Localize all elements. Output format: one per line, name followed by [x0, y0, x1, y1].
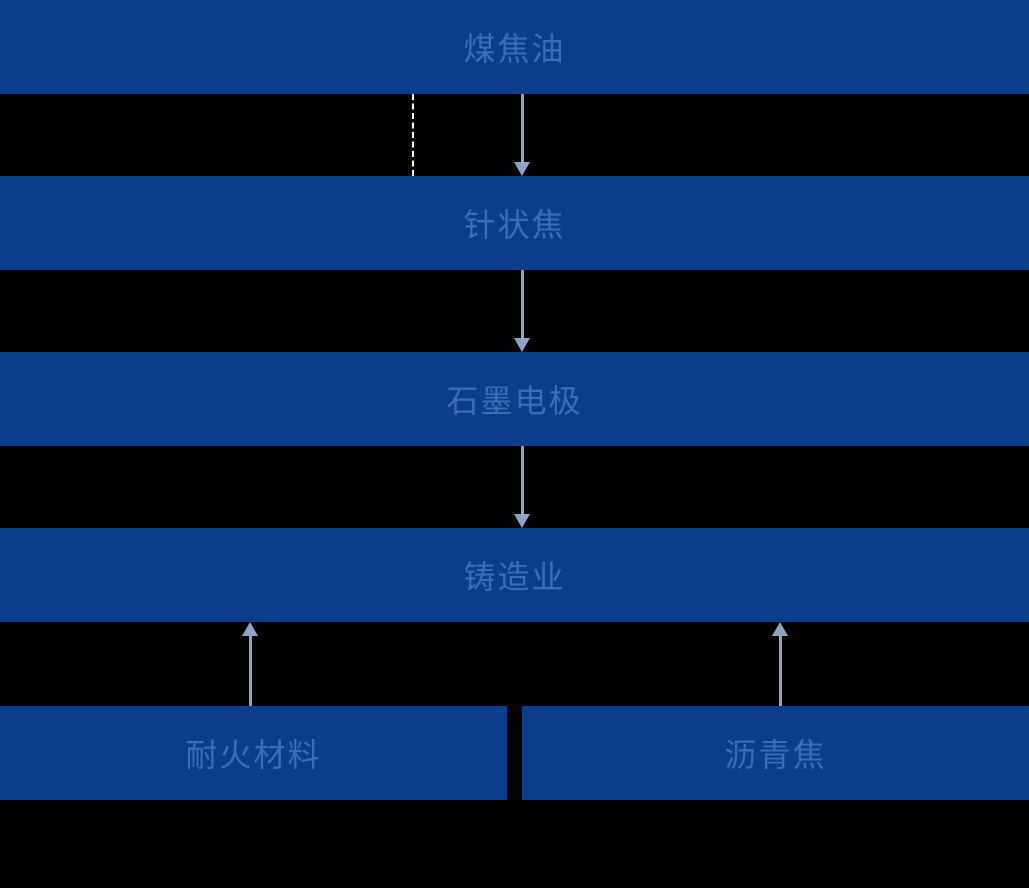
bottom-divider [507, 800, 522, 888]
arrow-down-2 [519, 270, 525, 352]
flowchart-node-3: 石墨电极 [0, 352, 1029, 446]
arrow-down-3 [519, 446, 525, 528]
flowchart-node-2: 针状焦 [0, 176, 1029, 270]
node-label-4: 铸造业 [463, 552, 565, 598]
node-label-3: 石墨电极 [446, 376, 582, 422]
node-label-6: 沥青焦 [724, 730, 826, 776]
node-label-1: 煤焦油 [463, 24, 565, 70]
dashed-connector [412, 94, 414, 176]
node-label-2: 针状焦 [463, 200, 565, 246]
arrow-up-2 [777, 622, 783, 706]
node-label-5: 耐火材料 [185, 730, 321, 776]
flowchart-node-6: 沥青焦 [522, 706, 1029, 800]
arrow-up-1 [247, 622, 253, 706]
flowchart-node-5: 耐火材料 [0, 706, 507, 800]
arrow-down-1 [519, 94, 525, 176]
flowchart-node-4: 铸造业 [0, 528, 1029, 622]
flowchart-node-1: 煤焦油 [0, 0, 1029, 94]
